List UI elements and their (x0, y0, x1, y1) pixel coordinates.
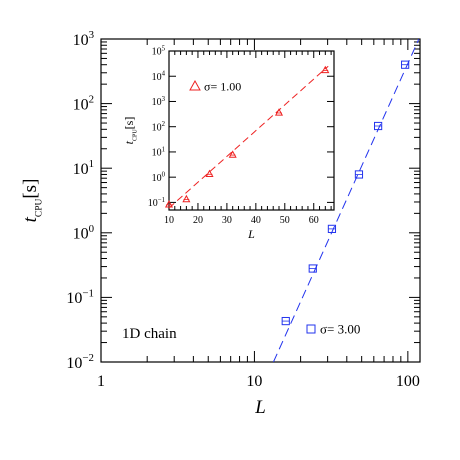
inset-plot: 10 20 30 40 50 6010−1100101102103104105LtCPU[… (122, 45, 335, 241)
y-axis-label-subscript: CPU (133, 129, 139, 141)
legend-label: σ= 3.00 (320, 322, 360, 337)
y-tick-label-base: 10 (73, 161, 89, 178)
y-tick-label-base: 10 (152, 122, 162, 133)
y-tick-label: 100 (73, 223, 95, 243)
plot-frame (100, 38, 421, 363)
x-tick-label: 10 (164, 215, 174, 226)
y-tick-label-base: 10 (148, 198, 158, 209)
y-tick-label: 104 (152, 71, 166, 83)
y-tick-label-exponent: 3 (89, 29, 95, 41)
y-tick-label-exponent: 4 (162, 71, 166, 78)
y-axis-label: tCPU[s] (20, 179, 45, 223)
legend-label: σ= 1.00 (204, 79, 241, 93)
y-tick-label: 102 (152, 121, 166, 133)
y-axis-label-symbol: t (20, 216, 41, 222)
fit-line (169, 65, 329, 209)
chart-annotation: 1D chain (122, 326, 177, 342)
inset-frame (168, 50, 335, 211)
y-tick-label-exponent: 2 (89, 94, 94, 106)
y-tick-label-exponent: 3 (162, 96, 166, 103)
x-tick-label: 30 (222, 215, 232, 226)
y-tick-label-exponent: 0 (162, 172, 166, 179)
x-axis-label: L (247, 227, 255, 241)
y-tick-label-base: 10 (152, 97, 162, 108)
y-tick-label-base: 10 (73, 96, 89, 113)
y-tick-label: 10−2 (66, 352, 94, 372)
y-tick-label: 101 (73, 158, 94, 178)
y-tick-label-exponent: −1 (82, 287, 94, 299)
y-tick-label-base: 10 (66, 290, 82, 307)
y-tick-label-exponent: 5 (162, 45, 166, 52)
y-tick-label: 103 (73, 29, 95, 49)
y-axis-label-unit: [s] (20, 179, 41, 199)
x-tick-label: 60 (309, 215, 319, 226)
y-tick-label: 100 (152, 172, 166, 184)
y-tick-label: 10−1 (66, 287, 94, 307)
x-tick-label: 100 (396, 373, 420, 390)
y-tick-label-base: 10 (152, 72, 162, 83)
data-point (205, 169, 214, 178)
x-tick-label: 40 (251, 215, 261, 226)
y-tick-label: 103 (152, 96, 166, 108)
x-tick-label: 10 (246, 373, 262, 390)
y-tick-label-exponent: 0 (89, 223, 95, 235)
y-axis-label-subscript: CPU (35, 199, 45, 218)
y-tick-label: 102 (73, 94, 94, 114)
y-tick-label: 101 (152, 146, 165, 158)
data-point (228, 150, 237, 158)
y-tick-label-exponent: −2 (82, 352, 94, 364)
y-tick-label-exponent: 1 (162, 146, 165, 153)
fit-line (272, 39, 420, 362)
y-axis-label: tCPU[s] (122, 117, 139, 145)
data-point (321, 65, 330, 74)
y-axis-label-symbol: t (122, 140, 136, 144)
data-point (164, 200, 174, 208)
y-tick-label: 10−1 (148, 197, 165, 209)
data-point (182, 194, 191, 203)
y-tick-label-base: 10 (152, 148, 162, 159)
y-tick-label-base: 10 (152, 47, 162, 58)
data-point (274, 108, 284, 116)
y-tick-label-exponent: 2 (162, 121, 166, 128)
y-tick-label-base: 10 (66, 355, 82, 372)
y-tick-label-base: 10 (73, 226, 89, 243)
y-tick-label-base: 10 (152, 173, 162, 184)
x-tick-label: 20 (193, 215, 203, 226)
y-tick-label: 105 (152, 45, 166, 57)
y-tick-label-exponent: −1 (158, 197, 165, 204)
x-tick-label: 50 (280, 215, 290, 226)
y-tick-label-base: 10 (73, 32, 89, 49)
y-tick-label-exponent: 1 (89, 158, 94, 170)
y-axis-label-unit: [s] (122, 117, 136, 130)
legend-marker (306, 324, 316, 334)
x-axis-label: L (254, 397, 266, 418)
x-tick-label: 1 (97, 373, 105, 390)
legend-marker (189, 79, 201, 91)
